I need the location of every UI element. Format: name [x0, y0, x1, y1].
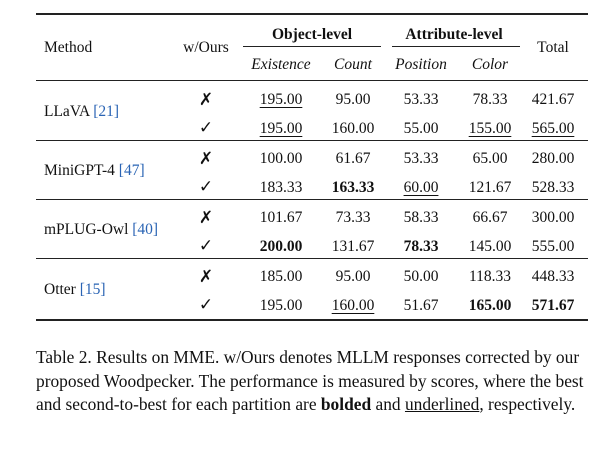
- caption-bolded: bolded: [320, 394, 372, 414]
- cross-mark: ✗: [198, 149, 214, 168]
- header-wours: w/Ours: [183, 39, 229, 56]
- row-separator-3: [36, 258, 588, 259]
- method-otter: Otter [15]: [44, 281, 106, 298]
- object-level-rule: [243, 46, 381, 47]
- mplug-ours-total: 555.00: [531, 238, 575, 255]
- llava-base-color: 78.33: [472, 91, 508, 108]
- check-mark: ✓: [198, 295, 214, 314]
- otter-ours-count: 160.00: [331, 297, 375, 314]
- header-total: Total: [537, 39, 569, 56]
- attribute-level-rule: [392, 46, 520, 47]
- cross-mark: ✗: [198, 208, 214, 227]
- llava-ours-color: 155.00: [468, 120, 512, 137]
- check-mark: ✓: [198, 118, 214, 137]
- mplug-base-position: 58.33: [403, 209, 439, 226]
- minigpt4-ours-position: 60.00: [403, 179, 439, 196]
- llava-ours-existence: 195.00: [259, 120, 303, 137]
- otter-ours-color: 165.00: [468, 297, 512, 314]
- otter-ours-total: 571.67: [531, 297, 575, 314]
- method-llava: LLaVA [21]: [44, 103, 120, 120]
- otter-base-position: 50.00: [403, 268, 439, 285]
- mplug-base-count: 73.33: [335, 209, 371, 226]
- llava-base-count: 95.00: [335, 91, 371, 108]
- minigpt4-ours-color: 121.67: [468, 179, 512, 196]
- top-rule: [36, 13, 588, 15]
- otter-ours-position: 51.67: [403, 297, 439, 314]
- llava-base-existence: 195.00: [259, 91, 303, 108]
- header-existence: Existence: [251, 56, 311, 73]
- cross-mark: ✗: [198, 90, 214, 109]
- header-count: Count: [334, 56, 372, 73]
- otter-ours-existence: 195.00: [259, 297, 303, 314]
- minigpt4-base-total: 280.00: [531, 150, 575, 167]
- check-mark: ✓: [198, 236, 214, 255]
- otter-base-existence: 185.00: [259, 268, 303, 285]
- method-mplug-owl: mPLUG-Owl [40]: [44, 221, 159, 238]
- minigpt4-base-color: 65.00: [472, 150, 508, 167]
- header-position: Position: [395, 56, 447, 73]
- check-mark: ✓: [198, 177, 214, 196]
- row-separator-1: [36, 140, 588, 141]
- llava-base-position: 53.33: [403, 91, 439, 108]
- mplug-ours-color: 145.00: [468, 238, 512, 255]
- llava-ours-count: 160.00: [331, 120, 375, 137]
- mplug-ours-existence: 200.00: [259, 238, 303, 255]
- otter-base-total: 448.33: [531, 268, 575, 285]
- minigpt4-base-existence: 100.00: [259, 150, 303, 167]
- llava-ours-position: 55.00: [403, 120, 439, 137]
- header-rule: [36, 80, 588, 81]
- mplug-ours-count: 131.67: [331, 238, 375, 255]
- minigpt4-ours-total: 528.33: [531, 179, 575, 196]
- mplug-base-total: 300.00: [531, 209, 575, 226]
- table-caption: Table 2. Results on MME. w/Ours denotes …: [36, 347, 584, 414]
- minigpt4-base-count: 61.67: [335, 150, 371, 167]
- otter-base-count: 95.00: [335, 268, 371, 285]
- method-minigpt4: MiniGPT-4 [47]: [44, 162, 145, 179]
- bottom-rule: [36, 319, 588, 321]
- row-separator-2: [36, 199, 588, 200]
- mplug-base-existence: 101.67: [259, 209, 303, 226]
- llava-ours-total: 565.00: [531, 120, 575, 137]
- minigpt4-ours-existence: 183.33: [259, 179, 303, 196]
- mplug-ours-position: 78.33: [403, 238, 439, 255]
- llava-base-total: 421.67: [531, 91, 575, 108]
- header-method: Method: [44, 39, 93, 56]
- header-object-level: Object-level: [271, 26, 353, 43]
- otter-base-color: 118.33: [468, 268, 512, 285]
- cross-mark: ✗: [198, 267, 214, 286]
- mplug-base-color: 66.67: [472, 209, 508, 226]
- header-attribute-level: Attribute-level: [405, 26, 503, 43]
- header-color: Color: [471, 56, 509, 73]
- caption-underlined: underlined: [404, 394, 480, 414]
- minigpt4-base-position: 53.33: [403, 150, 439, 167]
- minigpt4-ours-count: 163.33: [331, 179, 375, 196]
